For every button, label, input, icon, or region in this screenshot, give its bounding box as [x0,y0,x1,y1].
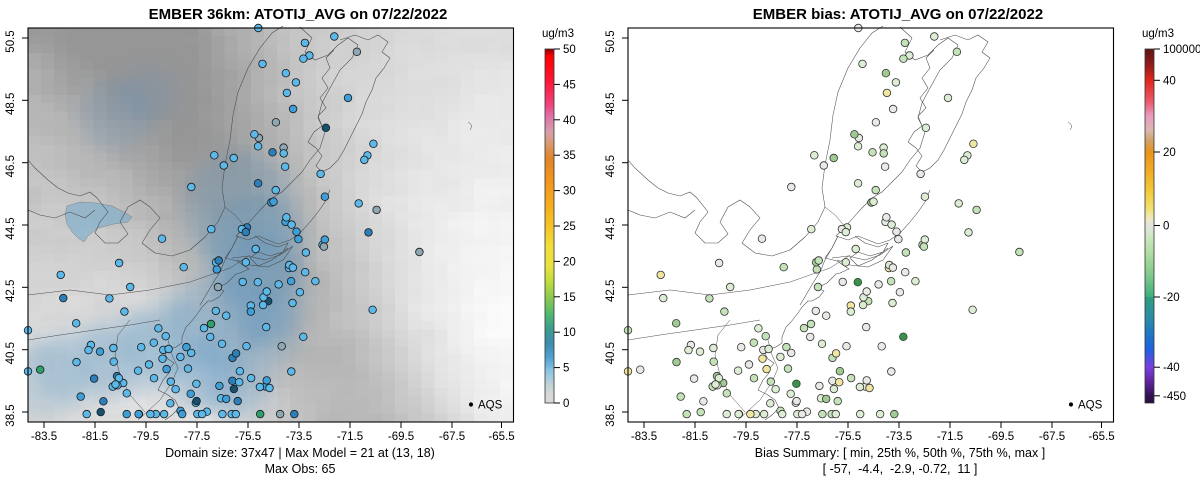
svg-text:ug/m3: ug/m3 [542,28,574,40]
svg-text:40: 40 [563,115,576,127]
svg-text:-79.5: -79.5 [133,431,159,443]
svg-text:-450: -450 [1163,391,1186,403]
svg-text:100000: 100000 [1163,44,1200,56]
svg-text:-75.5: -75.5 [235,431,261,443]
svg-text:50.5: 50.5 [605,30,617,52]
svg-text:50.5: 50.5 [5,30,17,52]
svg-text:-83.5: -83.5 [31,431,57,443]
svg-text:-75.5: -75.5 [835,431,861,443]
svg-text:40.5: 40.5 [605,342,617,364]
svg-text:-81.5: -81.5 [682,431,708,443]
svg-text:EMBER 36km: ATOTIJ_AVG on 07/2: EMBER 36km: ATOTIJ_AVG on 07/22/2022 [149,6,448,23]
svg-text:0: 0 [1163,221,1169,233]
svg-text:EMBER bias: ATOTIJ_AVG on 07/2: EMBER bias: ATOTIJ_AVG on 07/22/2022 [753,6,1043,23]
svg-text:-77.5: -77.5 [184,431,210,443]
svg-text:46.5: 46.5 [605,155,617,177]
svg-text:AQS: AQS [478,400,503,412]
svg-text:-71.5: -71.5 [337,431,363,443]
svg-text:-69.5: -69.5 [988,431,1014,443]
svg-text:42.5: 42.5 [5,280,17,302]
svg-text:-20: -20 [1163,292,1180,304]
svg-text:-67.5: -67.5 [439,431,465,443]
svg-text:10: 10 [563,327,576,339]
svg-text:38.5: 38.5 [605,404,617,426]
svg-text:35: 35 [563,150,576,162]
svg-text:25: 25 [563,221,576,233]
svg-text:-65.5: -65.5 [488,431,514,443]
svg-text:-79.5: -79.5 [733,431,759,443]
svg-text:ug/m3: ug/m3 [1142,28,1174,40]
svg-text:-77.5: -77.5 [784,431,810,443]
svg-text:-73.5: -73.5 [286,431,312,443]
svg-text:20: 20 [1163,147,1176,159]
svg-text:15: 15 [563,292,576,304]
svg-text:5: 5 [563,363,569,375]
svg-text:0: 0 [563,398,569,410]
svg-text:40: 40 [1163,75,1176,87]
svg-text:50: 50 [563,44,576,56]
svg-text:-73.5: -73.5 [886,431,912,443]
svg-text:48.5: 48.5 [605,93,617,115]
svg-text:30: 30 [563,186,576,198]
svg-text:42.5: 42.5 [605,280,617,302]
svg-text:48.5: 48.5 [5,93,17,115]
svg-text:20: 20 [563,256,576,268]
svg-text:-65.5: -65.5 [1088,431,1114,443]
svg-text:44.5: 44.5 [605,217,617,239]
svg-text:-67.5: -67.5 [1039,431,1065,443]
svg-text:AQS: AQS [1078,400,1103,412]
svg-text:-81.5: -81.5 [82,431,108,443]
svg-text:-83.5: -83.5 [631,431,657,443]
svg-text:-40: -40 [1163,362,1180,374]
svg-text:38.5: 38.5 [5,404,17,426]
svg-text:45: 45 [563,79,576,91]
svg-text:40.5: 40.5 [5,342,17,364]
svg-text:-69.5: -69.5 [388,431,414,443]
svg-text:44.5: 44.5 [5,217,17,239]
svg-text:-71.5: -71.5 [937,431,963,443]
svg-text:46.5: 46.5 [5,155,17,177]
